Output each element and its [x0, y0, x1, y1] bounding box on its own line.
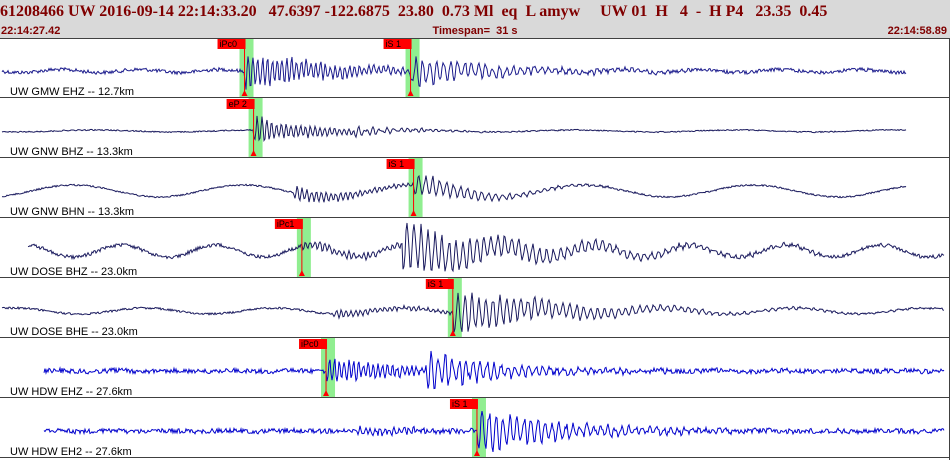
channel-label: UW HDW EH2 -- 27.6km: [10, 446, 132, 458]
pick-flag: [226, 99, 255, 109]
pick-marker: [410, 210, 417, 216]
waveform-trace: [43, 350, 945, 390]
waveform-trace: [1, 115, 907, 142]
pick-marker: [241, 90, 248, 96]
end-time-label: 22:14:58.89: [887, 25, 947, 37]
pick-marker: [449, 330, 456, 336]
trace-row: iS 1 UW DOSE BHE -- 23.0km: [0, 278, 950, 338]
waveform-trace: [1, 56, 907, 90]
pick-flag: [425, 279, 454, 289]
pick-marker: [298, 270, 305, 276]
start-time-label: 22:14:27.42: [1, 25, 61, 37]
pick-marker: [250, 150, 257, 156]
channel-label: UW GMW EHZ -- 12.7km: [10, 86, 134, 98]
trace-row: eP 2 UW GNW BHZ -- 13.3km: [0, 98, 950, 158]
pick-label: iS 1: [389, 159, 405, 169]
pick-window: [321, 338, 336, 398]
pick-marker: [407, 90, 414, 96]
trace-row: iS 1 UW GNW BHN -- 13.3km: [0, 158, 950, 218]
channel-label: UW HDW EHZ -- 27.6km: [10, 386, 132, 398]
pick-marker: [323, 390, 330, 396]
waveform-trace: [1, 174, 907, 204]
pick-window: [408, 158, 423, 218]
pick-flag: [217, 39, 246, 49]
pick-label: iS 1: [452, 399, 468, 409]
waveform-trace: [1, 292, 945, 333]
seismogram-panel[interactable]: iPc0 iS 1 UW GMW EHZ -- 12.7km eP 2 UW GNW B…: [0, 38, 950, 460]
channel-label: UW GNW BHN -- 13.3km: [10, 206, 134, 218]
pick-label: iPc0: [301, 339, 319, 349]
pick-marker: [473, 450, 480, 456]
header-bar: 61208466 UW 2016-09-14 22:14:33.20 47.63…: [0, 0, 950, 38]
pick-label: iPc0: [220, 39, 238, 49]
pick-flag: [274, 219, 303, 229]
pick-window: [248, 98, 263, 158]
timespan-label: Timespan= 31 s: [432, 25, 518, 37]
pick-flag: [386, 159, 415, 169]
pick-label: iS 1: [386, 39, 402, 49]
waveform-trace: [43, 411, 945, 453]
trace-row: iS 1 UW HDW EH2 -- 27.6km: [0, 398, 950, 458]
pick-flag: [449, 399, 478, 409]
pick-flag: [299, 339, 328, 349]
trace-row: iPc0 UW HDW EHZ -- 27.6km: [0, 338, 950, 398]
pick-flag: [383, 39, 412, 49]
pick-window: [405, 38, 420, 98]
waveform-trace: [27, 222, 945, 273]
channel-label: UW GNW BHZ -- 13.3km: [10, 146, 133, 158]
pick-label: iS 1: [428, 279, 444, 289]
pick-label: eP 2: [229, 99, 247, 109]
trace-row: iPc1 UW DOSE BHZ -- 23.0km: [0, 218, 950, 278]
trace-row: iPc0 iS 1 UW GMW EHZ -- 12.7km: [0, 38, 950, 98]
channel-label: UW DOSE BHZ -- 23.0km: [10, 266, 137, 278]
channel-label: UW DOSE BHE -- 23.0km: [10, 326, 138, 338]
event-title: 61208466 UW 2016-09-14 22:14:33.20 47.63…: [0, 3, 828, 20]
pick-label: iPc1: [277, 219, 295, 229]
